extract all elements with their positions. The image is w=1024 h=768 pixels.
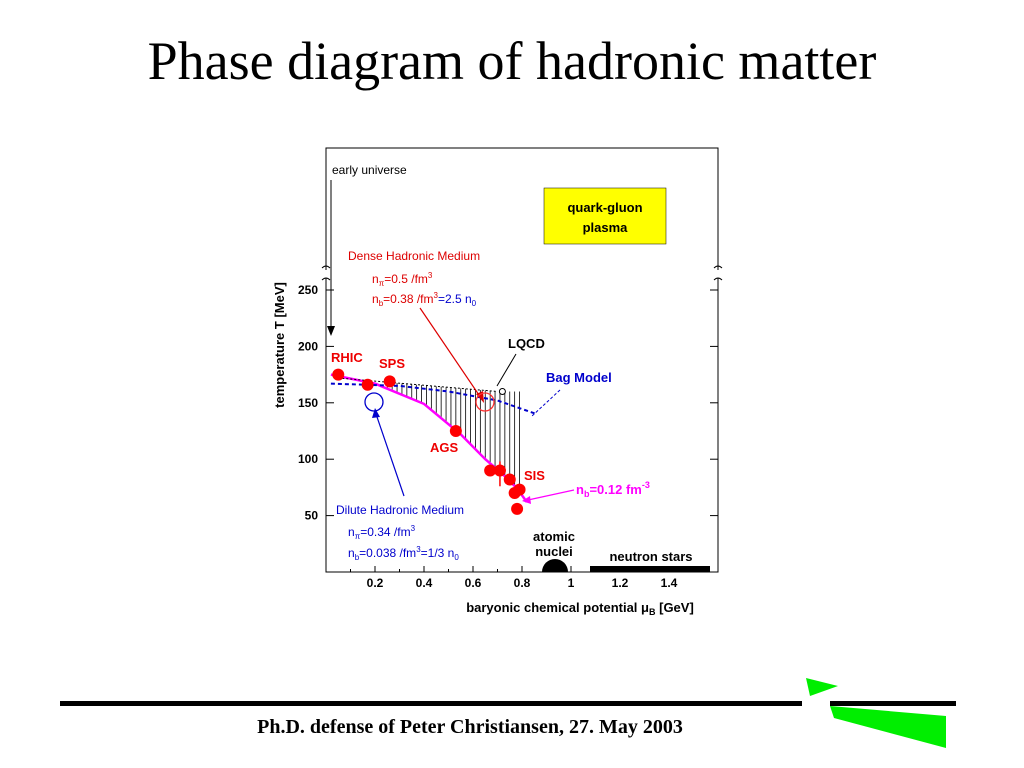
dilute-arrow [375,413,405,497]
mixed-phase-hatch [386,382,520,492]
logo-shard-small [806,678,838,696]
frame-break-left-low [321,277,331,281]
x-tick-label: 1 [568,576,575,590]
dilute-marker-circle [364,392,384,412]
bag-model-label: Bag Model [546,370,612,385]
lqcd-line [338,377,498,392]
slide-title: Phase diagram of hadronic matter [147,31,877,91]
dense-medium-annotation: Dense Hadronic Medium nπ=0.5 /fm3 nb=0.3… [348,249,480,308]
atomic-label-line2: nuclei [535,544,573,559]
nb-arrowhead [522,496,531,504]
detector-logo [806,678,946,748]
data-point [361,378,374,391]
atomic-label-line1: atomic [533,529,575,544]
frame-break-right [713,265,723,269]
y-tick-label: 150 [298,396,318,410]
dilute-n-b: nb=0.038 /fm3=1/3 n0 [348,545,459,562]
dense-marker-circle [475,392,495,412]
qgp-box [543,187,667,245]
data-point [449,425,462,437]
dense-n-b: nb=0.38 /fm3=2.5 n0 [372,291,477,308]
freezeout-curve [330,373,528,503]
footer-line-left [60,701,802,706]
data-point [513,483,526,496]
rhic-label: RHIC [331,350,363,365]
data-point [511,502,524,515]
footer-text: Ph.D. defense of Peter Christiansen, 27.… [257,716,683,738]
x-tick-label: 1.2 [612,576,629,590]
dilute-arrowhead [372,408,380,418]
sis-label: SIS [524,468,545,483]
neutron-stars-label: neutron stars [609,549,692,564]
curves [330,373,538,503]
early-universe-arrowhead [327,326,335,336]
sps-label: SPS [379,356,405,371]
data-point [503,473,516,486]
data-point [484,464,497,477]
atomic-nuclei-marker [542,559,568,572]
frame-upper [325,147,719,270]
nb-arrow [527,489,575,501]
logo-shard-large [830,706,946,748]
ags-label: AGS [430,440,459,455]
dense-arrow [419,307,482,399]
data-point [383,375,396,388]
dilute-n-pi: nπ=0.34 /fm3 [348,524,416,541]
lqcd-label: LQCD [508,336,545,351]
x-tick-label: 1.4 [661,576,678,590]
frame-break-left [321,265,331,269]
x-tick-label: 0.8 [514,576,531,590]
y-tick-label: 250 [298,283,318,297]
dense-n-pi: nπ=0.5 /fm3 [372,271,433,288]
data-points [332,368,526,515]
early-universe-label: early universe [332,163,407,177]
x-tick-label: 0.2 [367,576,384,590]
frame-break-right-low [713,277,723,281]
dense-title: Dense Hadronic Medium [348,249,480,263]
axis-ticks: 0.2 0.4 0.6 0.8 1 1.2 1.4 50 100 150 200 250 [298,283,718,590]
footer-line-right [830,701,956,706]
dilute-title: Dilute Hadronic Medium [336,503,464,517]
x-tick-label: 0.6 [465,576,482,590]
neutron-stars-bar [590,566,710,572]
y-tick-label: 50 [305,509,319,523]
bag-model-curve [330,382,538,416]
qgp-label-line1: quark-gluon [567,200,642,215]
lqcd-point [498,388,506,396]
qgp-label-line2: plasma [583,220,629,235]
y-tick-label: 100 [298,452,318,466]
data-point [332,368,345,381]
y-tick-label: 200 [298,339,318,353]
dilute-medium-annotation: Dilute Hadronic Medium nπ=0.34 /fm3 nb=0… [336,503,464,562]
bag-model-arrow [531,389,561,417]
y-axis-title: temperature T [MeV] [272,282,287,408]
x-tick-label: 0.4 [416,576,433,590]
x-axis-title: baryonic chemical potential μB [GeV] [466,600,694,617]
nb-curve-label: nb=0.12 fm-3 [576,480,650,499]
lqcd-arrow [496,353,517,387]
